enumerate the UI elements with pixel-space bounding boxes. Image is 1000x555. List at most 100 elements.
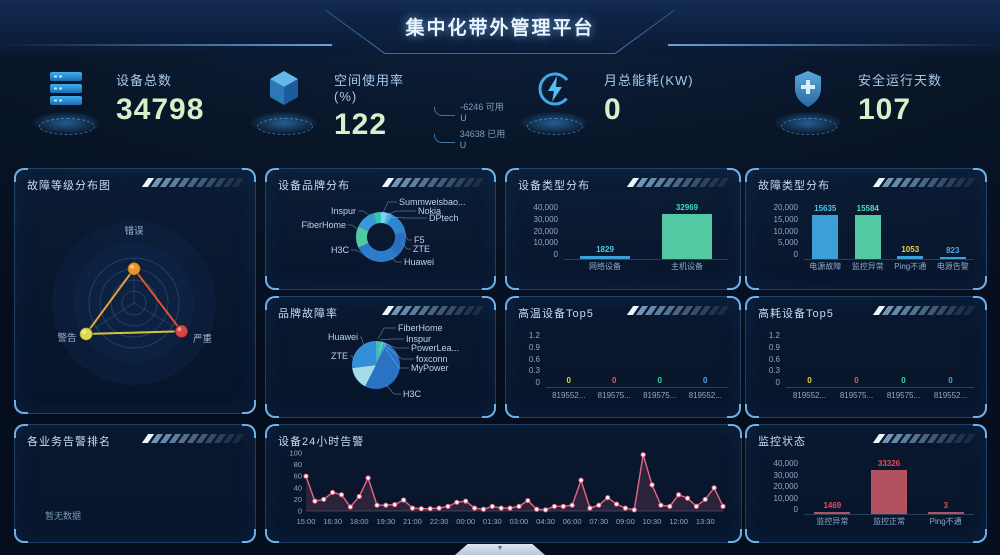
kpi-safe-days: 安全运行天数 107 — [772, 66, 987, 150]
radar-edge — [133, 268, 183, 332]
pie-slice — [358, 213, 377, 232]
y-axis-tick: 20 — [294, 495, 302, 504]
radar-point — [126, 261, 142, 277]
x-axis-tick: 03:00 — [510, 517, 529, 526]
x-axis-label: 主机设备 — [671, 262, 703, 271]
panel-high-power: 高耗设备Top5 1.2 0.9 0.6 0.3 0 0 819552... 0 819575.… — [745, 296, 987, 418]
corner-decoration — [973, 424, 987, 438]
space-usage-detail: -6246 可用U 34638 已用U — [434, 100, 510, 150]
panel-alarm-24h: 设备24小时告警 0 20 40 60 80 100 15:00 16:30 18:00 19:3… — [265, 424, 742, 543]
data-point — [711, 485, 717, 491]
data-point — [321, 496, 327, 503]
data-point — [338, 492, 345, 498]
corner-decoration — [242, 400, 256, 414]
bar-column: 32969 主机设备 — [646, 203, 728, 271]
data-point — [684, 495, 691, 501]
fault-type-bar-chart: 20,000 15,000 10,000 5,000 0 15635 电源故障 15584 监控… — [758, 203, 976, 273]
data-point — [534, 506, 540, 512]
bar-value-label: 0 — [854, 376, 859, 385]
panel-title: 高温设备Top5 — [518, 308, 594, 320]
data-point — [578, 477, 584, 483]
data-point — [409, 505, 416, 511]
plot-area: 0 819552... 0 819575... 0 819575... 0 819552... — [786, 331, 974, 400]
x-axis-tick: 12:00 — [669, 517, 688, 526]
corner-decoration — [973, 296, 987, 310]
radar-point-highlight — [130, 264, 134, 269]
y-axis-tick: 0 — [535, 378, 540, 387]
y-axis-tick: 0.3 — [528, 366, 540, 376]
data-point — [631, 507, 637, 513]
x-axis-tick: 16:30 — [323, 517, 342, 526]
x-axis-tick: 18:00 — [350, 517, 369, 526]
radar-point-highlight — [177, 327, 182, 332]
line-series — [305, 454, 724, 511]
pie-slice — [390, 232, 406, 256]
pie-slice — [352, 365, 376, 387]
data-point — [542, 507, 549, 513]
corner-decoration — [482, 276, 496, 290]
pie-slice — [356, 226, 369, 248]
bar-column: 0 819552... — [546, 331, 592, 400]
bar-column: 0 819552... — [786, 331, 833, 400]
bar — [812, 215, 839, 259]
corner-decoration — [505, 404, 519, 418]
slash-decoration — [381, 306, 485, 315]
data-point — [480, 506, 487, 512]
bar-value-label: 1053 — [901, 245, 920, 255]
x-axis-tick: 19:30 — [376, 517, 395, 526]
corner-decoration — [265, 529, 279, 543]
x-axis-label: 819552... — [552, 391, 586, 400]
data-point — [463, 498, 469, 504]
y-axis-tick: 10,000 — [773, 226, 798, 236]
plot-area: 1469 监控异常 33326 监控正常 3 Ping不通 — [804, 459, 974, 526]
corner-decoration — [727, 168, 741, 182]
collapse-tab[interactable]: ▼ — [455, 544, 545, 555]
y-axis-tick: 100 — [289, 449, 302, 458]
y-axis-tick: 0.9 — [528, 342, 540, 352]
label-leader-line — [385, 384, 401, 395]
bar-value-label: 0 — [703, 376, 708, 385]
y-axis-tick: 40,000 — [773, 459, 798, 468]
data-point — [392, 502, 398, 508]
bar-value-label: 0 — [807, 376, 812, 385]
radar-spoke — [133, 302, 173, 327]
corner-decoration — [242, 168, 256, 182]
x-axis-tick: 04:30 — [536, 517, 555, 526]
slash-decoration — [872, 306, 976, 315]
bar-value-label: 823 — [946, 245, 960, 255]
label-leader-line — [350, 355, 355, 360]
data-point — [640, 452, 646, 458]
corner-decoration — [482, 404, 496, 418]
y-axis-tick: 20,000 — [773, 203, 798, 212]
kpi-value: 107 — [858, 93, 912, 126]
bar-column: 33326 监控正常 — [861, 459, 918, 526]
bar-column: 0 819575... — [833, 331, 880, 400]
chevron-down-icon: ▼ — [496, 545, 504, 552]
data-point — [587, 505, 593, 511]
kpi-label: 月总能耗(KW) — [604, 73, 694, 88]
x-axis-label: 819552... — [933, 391, 968, 400]
pie-label: Inspur — [406, 334, 431, 344]
y-axis: 1.2 0.9 0.6 0.3 0 — [518, 331, 540, 387]
no-data-text: 暂无数据 — [45, 511, 82, 521]
corner-decoration — [505, 296, 519, 310]
bar-column: 1829 网络设备 — [564, 203, 646, 271]
device-brand-donut-chart: Summweisbao... Nokia DPtech F5 ZTE Huawei H3C F… — [266, 191, 495, 289]
corner-decoration — [745, 529, 759, 543]
corner-decoration — [482, 296, 496, 310]
monitor-status-bar-chart: 40,000 30,000 20,000 10,000 0 1469 监控异常 33326 监控… — [758, 459, 976, 526]
x-axis-tick: 22:30 — [430, 517, 449, 526]
corner-decoration — [745, 424, 759, 438]
bar-value-label: 0 — [612, 376, 617, 385]
plot-area: 1829 网络设备 32969 主机设备 — [564, 203, 728, 271]
label-leader-line — [382, 201, 397, 214]
data-point — [312, 498, 318, 504]
bar-value-label: 0 — [566, 376, 571, 385]
radar-ring — [110, 279, 158, 327]
label-leader-line — [358, 210, 370, 216]
bar — [854, 215, 881, 259]
x-axis-label: Ping不通 — [894, 262, 927, 271]
bar-column: 0 819552... — [927, 331, 974, 400]
panel-high-temp: 高温设备Top5 1.2 0.9 0.6 0.3 0 0 819552... 0 819575.… — [505, 296, 741, 418]
panel-title: 品牌故障率 — [278, 308, 338, 320]
